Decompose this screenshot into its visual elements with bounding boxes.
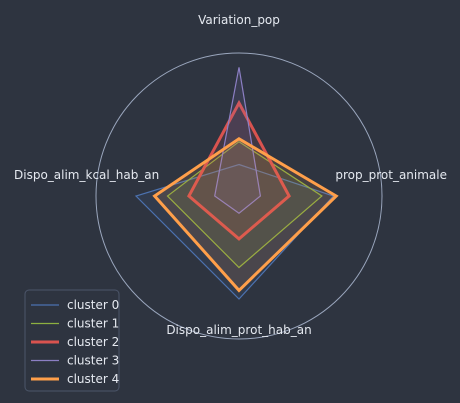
legend: cluster 0 cluster 1 cluster 2 cluster 3 clus… — [24, 289, 120, 392]
legend-label-cluster-4: cluster 4 — [67, 372, 119, 386]
axis-label-dispo-alim-prot: Dispo_alim_prot_hab_an — [166, 323, 311, 337]
series-cluster-2 — [187, 99, 291, 241]
axis-label-dispo-alim-kcal: Dispo_alim_kcal_hab_an — [14, 168, 159, 182]
legend-label-cluster-0: cluster 0 — [67, 298, 119, 312]
series-cluster-4 — [152, 137, 339, 293]
axis-label-prop-prot-animale: prop_prot_animale — [335, 168, 447, 182]
series-layer — [134, 67, 339, 300]
legend-box — [24, 289, 120, 392]
legend-label-cluster-3: cluster 3 — [67, 354, 119, 368]
series-cluster-1 — [166, 140, 323, 269]
legend-label-cluster-1: cluster 1 — [67, 317, 119, 331]
legend-label-cluster-2: cluster 2 — [67, 335, 119, 349]
legend-items: cluster 0 cluster 1 cluster 2 cluster 3 clus… — [31, 298, 119, 386]
axis-label-variation-pop: Variation_pop — [198, 13, 280, 27]
radar-outer-circle — [95, 52, 383, 340]
